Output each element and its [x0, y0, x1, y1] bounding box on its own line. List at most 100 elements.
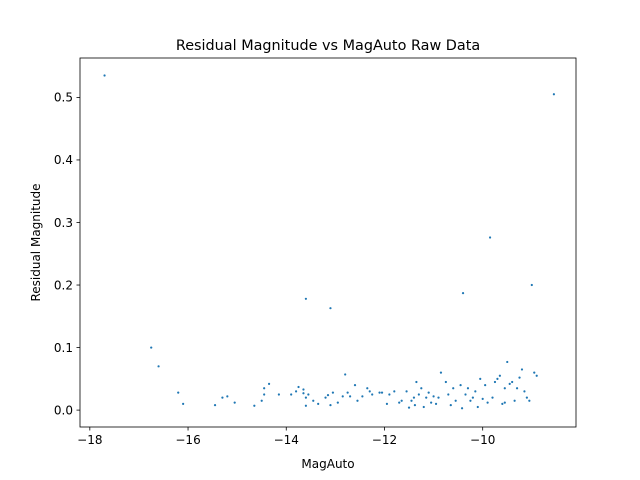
data-point [417, 393, 420, 396]
data-point [476, 405, 479, 409]
data-point [366, 387, 369, 390]
data-point [420, 387, 423, 390]
data-point [513, 399, 516, 402]
data-point [530, 283, 533, 287]
data-point [412, 396, 416, 399]
data-point [508, 382, 511, 385]
data-point [452, 387, 455, 390]
data-point [233, 401, 236, 404]
data-point [459, 384, 462, 387]
data-point [304, 297, 307, 300]
data-point [294, 390, 298, 393]
data-point [385, 402, 389, 405]
data-point [304, 404, 307, 407]
data-point [528, 399, 531, 402]
data-point [518, 376, 521, 379]
data-point [427, 391, 430, 394]
data-point [157, 365, 160, 368]
data-point [444, 380, 447, 384]
x-axis-label: MagAuto [301, 457, 354, 471]
data-point [471, 396, 474, 399]
data-point [341, 395, 344, 398]
data-point [501, 402, 504, 405]
y-axis-label: Residual Magnitude [29, 183, 43, 301]
data-point [393, 390, 396, 393]
x-tick-label: −12 [372, 433, 397, 447]
data-point [405, 390, 408, 393]
data-point [415, 380, 418, 384]
data-point [297, 385, 300, 389]
data-point [515, 387, 519, 390]
data-point [361, 395, 364, 398]
data-point [182, 402, 185, 405]
data-point [533, 371, 536, 374]
data-point [498, 374, 501, 377]
data-point [378, 391, 381, 394]
data-point [267, 382, 271, 385]
data-point [474, 390, 477, 393]
data-point [263, 393, 266, 396]
y-tick-label: 0.5 [54, 91, 73, 105]
data-point [447, 393, 450, 396]
y-axis-ticks: 0.0 0.1 0.2 0.3 0.4 0.5 [54, 91, 80, 417]
data-point [336, 401, 339, 404]
data-point [326, 394, 330, 397]
data-point [484, 384, 487, 387]
data-point [535, 374, 538, 377]
data-point [449, 404, 452, 407]
data-point [329, 404, 332, 407]
data-point [434, 402, 438, 405]
data-point [437, 396, 440, 399]
data-point [368, 390, 371, 393]
data-point [221, 396, 224, 399]
data-point [324, 396, 327, 399]
data-point [253, 404, 256, 407]
data-point [410, 399, 413, 402]
data-point [511, 380, 514, 384]
data-point [317, 402, 320, 405]
data-point [432, 395, 435, 398]
data-point [103, 74, 106, 77]
data-point [407, 406, 411, 409]
data-point [413, 404, 417, 407]
data-point [226, 395, 229, 398]
data-point [506, 360, 509, 364]
data-point [346, 391, 349, 394]
data-point [356, 399, 359, 402]
x-axis-ticks: −18 −16 −14 −12 −10 [77, 427, 495, 447]
data-point [493, 380, 497, 384]
data-point [479, 377, 482, 380]
data-point [302, 388, 305, 391]
y-tick-label: 0.0 [54, 403, 73, 417]
x-tick-label: −18 [77, 433, 102, 447]
data-point [503, 401, 506, 404]
data-point [464, 393, 467, 396]
data-point [481, 397, 484, 400]
data-point [304, 396, 307, 399]
points-layer [103, 74, 556, 410]
data-point [552, 93, 556, 96]
data-point [520, 368, 524, 371]
data-point [460, 407, 464, 410]
data-point [263, 387, 266, 390]
data-point [439, 371, 443, 374]
data-point [523, 390, 526, 393]
data-point [491, 396, 494, 399]
data-point [486, 401, 489, 404]
data-point [525, 396, 528, 399]
data-point [302, 392, 305, 395]
y-tick-label: 0.3 [54, 216, 73, 230]
data-point [177, 391, 180, 394]
data-point [312, 399, 315, 402]
data-point [344, 373, 347, 376]
data-point [425, 396, 428, 399]
data-point [150, 346, 153, 349]
data-point [388, 393, 391, 396]
x-tick-label: −16 [175, 433, 200, 447]
data-point [398, 401, 401, 404]
data-point [488, 236, 492, 239]
data-point [277, 393, 280, 396]
data-point [213, 404, 217, 407]
